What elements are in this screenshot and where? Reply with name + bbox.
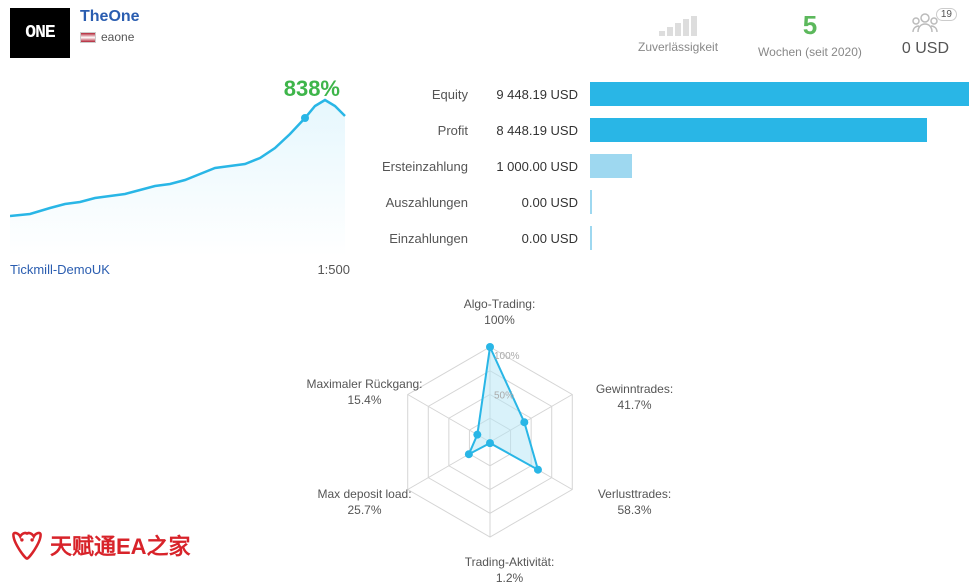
stat-row-label: Einzahlungen (370, 231, 480, 246)
chart-footer: Tickmill-DemoUK 1:500 (10, 262, 350, 277)
stat-row-label: Ersteinzahlung (370, 159, 480, 174)
radar-axis-label: Max deposit load:25.7% (300, 487, 430, 518)
subscribers-count: 19 (936, 8, 957, 21)
stat-row-bar (590, 190, 969, 214)
svg-text:100%: 100% (494, 351, 520, 362)
reliability-label: Zuverlässigkeit (638, 40, 718, 54)
watermark-text: 天赋通EA之家 (50, 529, 191, 561)
stat-row: Equity9 448.19 USD (370, 76, 969, 112)
stat-row-label: Auszahlungen (370, 195, 480, 210)
top-stats: Zuverlässigkeit 5 Wochen (seit 2020) 19 … (638, 10, 949, 59)
stat-row: Auszahlungen0.00 USD (370, 184, 969, 220)
stat-row-value: 9 448.19 USD (480, 87, 590, 102)
reliability-bars-icon (638, 16, 718, 36)
growth-percent: 838% (284, 76, 340, 102)
stat-row-label: Equity (370, 87, 480, 102)
leverage-value: 1:500 (317, 262, 350, 277)
stat-row-bar (590, 118, 969, 142)
stat-row-value: 0.00 USD (480, 195, 590, 210)
stat-row-value: 0.00 USD (480, 231, 590, 246)
logo-text: ONE (25, 23, 54, 43)
radar-axis-label: Gewinntrades:41.7% (580, 382, 690, 413)
watermark-icon (10, 528, 44, 562)
weeks-block: 5 Wochen (seit 2020) (758, 10, 862, 59)
radar-chart-svg: 100% 50% (290, 297, 690, 577)
main-row: 838% Tickmill-DemoUK 1:500 Equity9 448.1… (0, 76, 979, 277)
stat-row-value: 8 448.19 USD (480, 123, 590, 138)
stat-row: Einzahlungen0.00 USD (370, 220, 969, 256)
account-logo: ONE (10, 8, 70, 58)
radar-axis-label: Maximaler Rückgang:15.4% (300, 377, 430, 408)
watermark: 天赋通EA之家 (10, 528, 191, 562)
growth-chart-svg (10, 76, 350, 256)
radar-chart: 100% 50% Algo-Trading:100% Gewinntrades:41… (290, 297, 690, 577)
growth-chart-column: 838% Tickmill-DemoUK 1:500 (10, 76, 370, 277)
people-icon: 19 (902, 12, 949, 40)
svg-text:50%: 50% (494, 391, 514, 402)
subscribers-block: 19 0 USD (902, 12, 949, 58)
stats-table: Equity9 448.19 USDProfit8 448.19 USDErst… (370, 76, 969, 277)
stat-row-bar (590, 154, 969, 178)
stat-row-bar (590, 82, 969, 106)
radar-axis-label: Algo-Trading:100% (440, 297, 560, 328)
stat-row-value: 1 000.00 USD (480, 159, 590, 174)
flag-icon (80, 32, 96, 43)
weeks-value: 5 (758, 10, 862, 41)
stat-row: Ersteinzahlung1 000.00 USD (370, 148, 969, 184)
stat-row: Profit8 448.19 USD (370, 112, 969, 148)
account-subtitle: eaone (80, 30, 140, 44)
growth-chart: 838% (10, 76, 350, 256)
reliability-block: Zuverlässigkeit (638, 16, 718, 54)
stat-row-label: Profit (370, 123, 480, 138)
radar-axis-label: Trading-Aktivität:1.2% (430, 555, 590, 586)
weeks-label: Wochen (seit 2020) (758, 45, 862, 59)
title-block: TheOne eaone (80, 8, 140, 44)
radar-axis-label: Verlusttrades:58.3% (580, 487, 690, 518)
account-title[interactable]: TheOne (80, 8, 140, 26)
stat-row-bar (590, 226, 969, 250)
account-username: eaone (101, 30, 134, 44)
broker-link[interactable]: Tickmill-DemoUK (10, 262, 110, 277)
subscribers-value: 0 USD (902, 40, 949, 58)
